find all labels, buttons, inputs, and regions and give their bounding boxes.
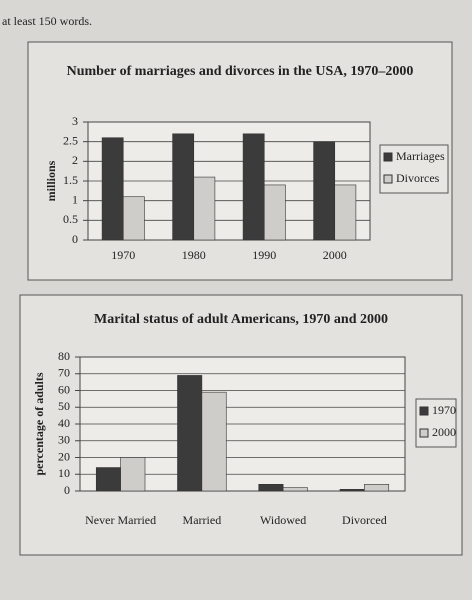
bar bbox=[339, 489, 365, 492]
legend-swatch bbox=[383, 174, 393, 184]
bar bbox=[172, 133, 195, 241]
y-tick-label: 0 bbox=[64, 483, 70, 497]
y-tick-label: 80 bbox=[58, 349, 70, 363]
bar bbox=[263, 184, 286, 241]
bar bbox=[313, 141, 336, 241]
legend-swatch bbox=[383, 152, 393, 162]
x-tick-label: 1970 bbox=[111, 248, 135, 262]
chart-title: Number of marriages and divorces in the … bbox=[67, 64, 414, 79]
y-tick-label: 30 bbox=[58, 433, 70, 447]
legend-label: 2000 bbox=[432, 425, 456, 439]
y-tick-label: 40 bbox=[58, 416, 70, 430]
x-tick-label: 1980 bbox=[182, 248, 206, 262]
y-tick-label: 2.5 bbox=[63, 133, 78, 147]
bar bbox=[258, 483, 284, 492]
y-tick-label: 60 bbox=[58, 382, 70, 396]
bar bbox=[201, 391, 227, 492]
legend-swatch bbox=[419, 428, 429, 438]
x-tick-label: Divorced bbox=[342, 513, 387, 527]
y-tick-label: 20 bbox=[58, 449, 70, 463]
x-tick-label: 1990 bbox=[252, 248, 276, 262]
bar bbox=[193, 176, 216, 241]
bar bbox=[122, 196, 145, 241]
chart-title: Marital status of adult Americans, 1970 … bbox=[94, 312, 388, 327]
bar bbox=[120, 457, 146, 492]
y-tick-label: 1 bbox=[72, 192, 78, 206]
y-tick-label: 1.5 bbox=[63, 173, 78, 187]
legend-label: 1970 bbox=[432, 403, 456, 417]
bar bbox=[101, 137, 124, 241]
bar bbox=[242, 133, 265, 241]
bar bbox=[364, 483, 390, 492]
x-tick-label: Married bbox=[183, 513, 222, 527]
y-tick-label: 3 bbox=[72, 114, 78, 128]
bar bbox=[95, 467, 121, 492]
y-tick-label: 0.5 bbox=[63, 212, 78, 226]
x-tick-label: Widowed bbox=[260, 513, 306, 527]
y-tick-label: 0 bbox=[72, 232, 78, 246]
bar bbox=[334, 184, 357, 241]
y-tick-label: 10 bbox=[58, 466, 70, 480]
y-axis-label: percentage of adults bbox=[32, 372, 46, 475]
bar bbox=[282, 487, 308, 492]
y-axis-label: millions bbox=[44, 160, 58, 201]
legend-label: Divorces bbox=[396, 171, 440, 185]
y-tick-label: 50 bbox=[58, 399, 70, 413]
y-tick-label: 70 bbox=[58, 366, 70, 380]
x-tick-label: 2000 bbox=[323, 248, 347, 262]
page-text: at least 150 words. bbox=[2, 14, 92, 28]
bar bbox=[177, 375, 203, 492]
legend-swatch bbox=[419, 406, 429, 416]
x-tick-label: Never Married bbox=[85, 513, 156, 527]
y-tick-label: 2 bbox=[72, 153, 78, 167]
legend-label: Marriages bbox=[396, 149, 445, 163]
